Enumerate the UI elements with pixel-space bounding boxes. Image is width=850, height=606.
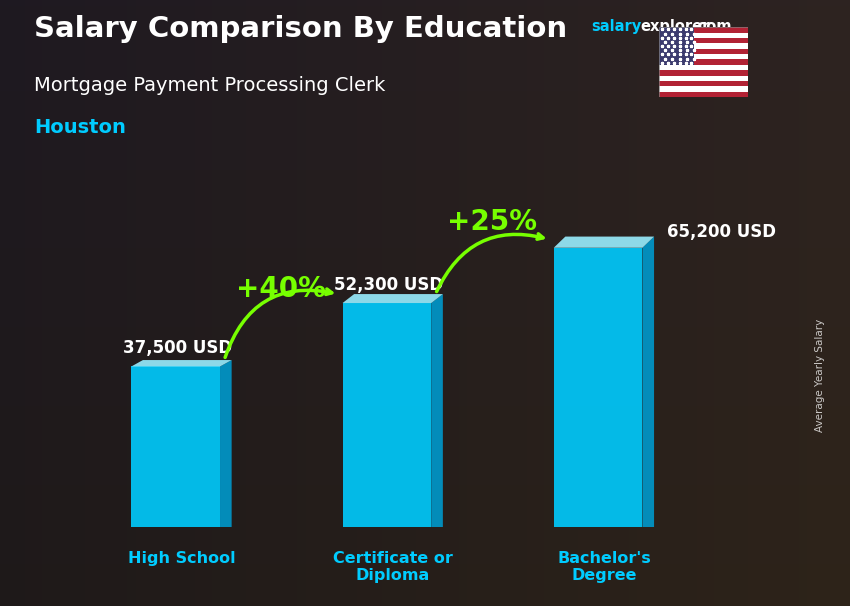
Text: Average Yearly Salary: Average Yearly Salary <box>815 319 825 432</box>
Polygon shape <box>553 236 654 248</box>
Polygon shape <box>553 248 643 527</box>
Polygon shape <box>131 360 232 367</box>
Polygon shape <box>220 360 232 527</box>
Bar <box>659 65 748 70</box>
Polygon shape <box>343 294 443 303</box>
Text: Bachelor's
Degree: Bachelor's Degree <box>557 551 651 583</box>
Text: 65,200 USD: 65,200 USD <box>666 224 776 241</box>
Bar <box>659 44 748 48</box>
Text: Houston: Houston <box>34 118 126 137</box>
Bar <box>659 59 748 65</box>
Bar <box>659 76 748 81</box>
Bar <box>659 27 694 65</box>
Text: Salary Comparison By Education: Salary Comparison By Education <box>34 15 567 43</box>
Text: High School: High School <box>128 551 235 566</box>
Polygon shape <box>431 294 443 527</box>
Text: explorer: explorer <box>640 19 710 35</box>
Bar <box>659 92 748 97</box>
Bar <box>659 86 748 92</box>
Text: salary: salary <box>591 19 641 35</box>
Bar <box>659 54 748 59</box>
Text: Mortgage Payment Processing Clerk: Mortgage Payment Processing Clerk <box>34 76 385 95</box>
Text: 37,500 USD: 37,500 USD <box>123 339 232 357</box>
Text: Certificate or
Diploma: Certificate or Diploma <box>332 551 452 583</box>
Bar <box>659 48 748 54</box>
Text: 52,300 USD: 52,300 USD <box>334 276 443 294</box>
Text: .com: .com <box>693 19 732 35</box>
Bar <box>659 81 748 86</box>
Text: +25%: +25% <box>447 208 537 236</box>
Bar <box>659 27 748 33</box>
Polygon shape <box>343 303 431 527</box>
Polygon shape <box>131 367 220 527</box>
Bar <box>659 38 748 44</box>
Text: +40%: +40% <box>236 275 326 304</box>
Bar <box>659 70 748 76</box>
Polygon shape <box>643 236 654 527</box>
Bar <box>659 33 748 38</box>
